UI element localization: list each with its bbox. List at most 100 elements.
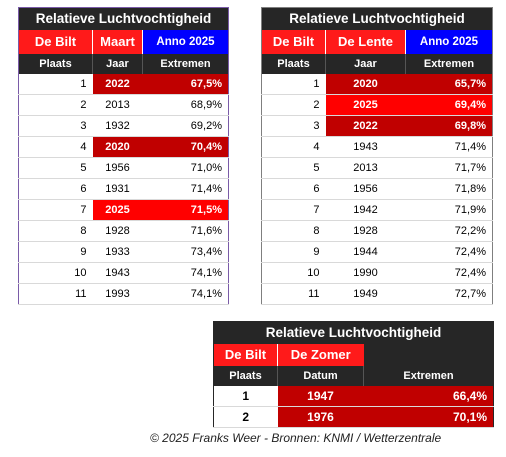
table-row: 2 2013 68,9% (18, 94, 229, 116)
jaar-cell: 1956 (325, 178, 406, 200)
value-cell: 71,9% (405, 199, 493, 221)
value-cell: 69,8% (405, 115, 493, 137)
value-cell: 70,1% (363, 406, 494, 428)
period-label: De Zomer (277, 343, 364, 366)
period-label: De Lente (325, 29, 406, 54)
table-row: 1 2020 65,7% (261, 73, 493, 95)
plaats-cell: 7 (18, 199, 93, 221)
value-cell: 74,1% (142, 283, 229, 305)
table-row: 10 1943 74,1% (18, 262, 229, 284)
table-row: 9 1933 73,4% (18, 241, 229, 263)
table-maart: Relatieve Luchtvochtigheid De Bilt Maart… (18, 7, 229, 305)
plaats-cell: 3 (18, 115, 93, 137)
plaats-cell: 10 (261, 262, 326, 284)
plaats-cell: 9 (18, 241, 93, 263)
table-row: 4 1943 71,4% (261, 136, 493, 158)
table-title: Relatieve Luchtvochtigheid (261, 7, 493, 30)
jaar-cell: 1932 (92, 115, 143, 137)
plaats-cell: 4 (261, 136, 326, 158)
col-header-datum: Datum (277, 365, 364, 386)
jaar-cell: 2022 (325, 115, 406, 137)
year-label: Anno 2025 (405, 29, 493, 54)
table-row: 5 1956 71,0% (18, 157, 229, 179)
table-row: 3 2022 69,8% (261, 115, 493, 137)
col-header-extremen: Extremen (142, 53, 229, 74)
value-cell: 67,5% (142, 73, 229, 95)
year-label: Anno 2025 (142, 29, 229, 54)
table-row: 2 2025 69,4% (261, 94, 493, 116)
col-header-plaats: Plaats (261, 53, 326, 74)
plaats-cell: 9 (261, 241, 326, 263)
plaats-cell: 1 (261, 73, 326, 95)
col-header-extremen: Extremen (363, 365, 494, 386)
jaar-cell: 2013 (92, 94, 143, 116)
jaar-cell: 1943 (325, 136, 406, 158)
jaar-cell: 2020 (325, 73, 406, 95)
table-row: 5 2013 71,7% (261, 157, 493, 179)
table-row: 3 1932 69,2% (18, 115, 229, 137)
table-row: 7 2025 71,5% (18, 199, 229, 221)
table-row: 4 2020 70,4% (18, 136, 229, 158)
plaats-cell: 11 (18, 283, 93, 305)
value-cell: 69,4% (405, 94, 493, 116)
jaar-cell: 1942 (325, 199, 406, 221)
table-row: 10 1990 72,4% (261, 262, 493, 284)
table-row: 6 1956 71,8% (261, 178, 493, 200)
value-cell: 66,4% (363, 385, 494, 407)
plaats-cell: 7 (261, 199, 326, 221)
plaats-cell: 3 (261, 115, 326, 137)
col-header-jaar: Jaar (325, 53, 406, 74)
table-row: 8 1928 71,6% (18, 220, 229, 242)
jaar-cell: 1928 (92, 220, 143, 242)
plaats-cell: 1 (213, 385, 278, 407)
value-cell: 72,2% (405, 220, 493, 242)
plaats-cell: 4 (18, 136, 93, 158)
jaar-cell: 1993 (92, 283, 143, 305)
jaar-cell: 1990 (325, 262, 406, 284)
table-title: Relatieve Luchtvochtigheid (18, 7, 229, 30)
jaar-cell: 1943 (92, 262, 143, 284)
table-row: 11 1993 74,1% (18, 283, 229, 305)
value-cell: 69,2% (142, 115, 229, 137)
jaar-cell: 2025 (92, 199, 143, 221)
plaats-cell: 6 (261, 178, 326, 200)
datum-cell: 1947 (277, 385, 364, 407)
value-cell: 74,1% (142, 262, 229, 284)
value-cell: 71,4% (405, 136, 493, 158)
plaats-cell: 8 (261, 220, 326, 242)
table-zomer: Relatieve Luchtvochtigheid De Bilt De Zo… (213, 321, 494, 428)
jaar-cell: 1944 (325, 241, 406, 263)
table-title: Relatieve Luchtvochtigheid (213, 321, 494, 344)
station-label: De Bilt (18, 29, 93, 54)
jaar-cell: 2025 (325, 94, 406, 116)
plaats-cell: 6 (18, 178, 93, 200)
plaats-cell: 10 (18, 262, 93, 284)
plaats-cell: 2 (18, 94, 93, 116)
table-lente: Relatieve Luchtvochtigheid De Bilt De Le… (261, 7, 493, 305)
jaar-cell: 1956 (92, 157, 143, 179)
value-cell: 71,8% (405, 178, 493, 200)
plaats-cell: 2 (261, 94, 326, 116)
plaats-cell: 11 (261, 283, 326, 305)
station-label: De Bilt (261, 29, 326, 54)
empty-cell (363, 343, 494, 366)
value-cell: 71,7% (405, 157, 493, 179)
value-cell: 68,9% (142, 94, 229, 116)
table-row: 9 1944 72,4% (261, 241, 493, 263)
value-cell: 71,5% (142, 199, 229, 221)
col-header-jaar: Jaar (92, 53, 143, 74)
value-cell: 72,4% (405, 262, 493, 284)
jaar-cell: 1949 (325, 283, 406, 305)
table-row: 1 2022 67,5% (18, 73, 229, 95)
jaar-cell: 1933 (92, 241, 143, 263)
table-row: 1 1947 66,4% (213, 385, 494, 407)
jaar-cell: 1931 (92, 178, 143, 200)
plaats-cell: 1 (18, 73, 93, 95)
value-cell: 72,7% (405, 283, 493, 305)
jaar-cell: 2022 (92, 73, 143, 95)
footer-credits: © 2025 Franks Weer - Bronnen: KNMI / Wet… (150, 431, 442, 445)
col-header-extremen: Extremen (405, 53, 493, 74)
station-label: De Bilt (213, 343, 278, 366)
col-header-plaats: Plaats (213, 365, 278, 386)
value-cell: 71,0% (142, 157, 229, 179)
